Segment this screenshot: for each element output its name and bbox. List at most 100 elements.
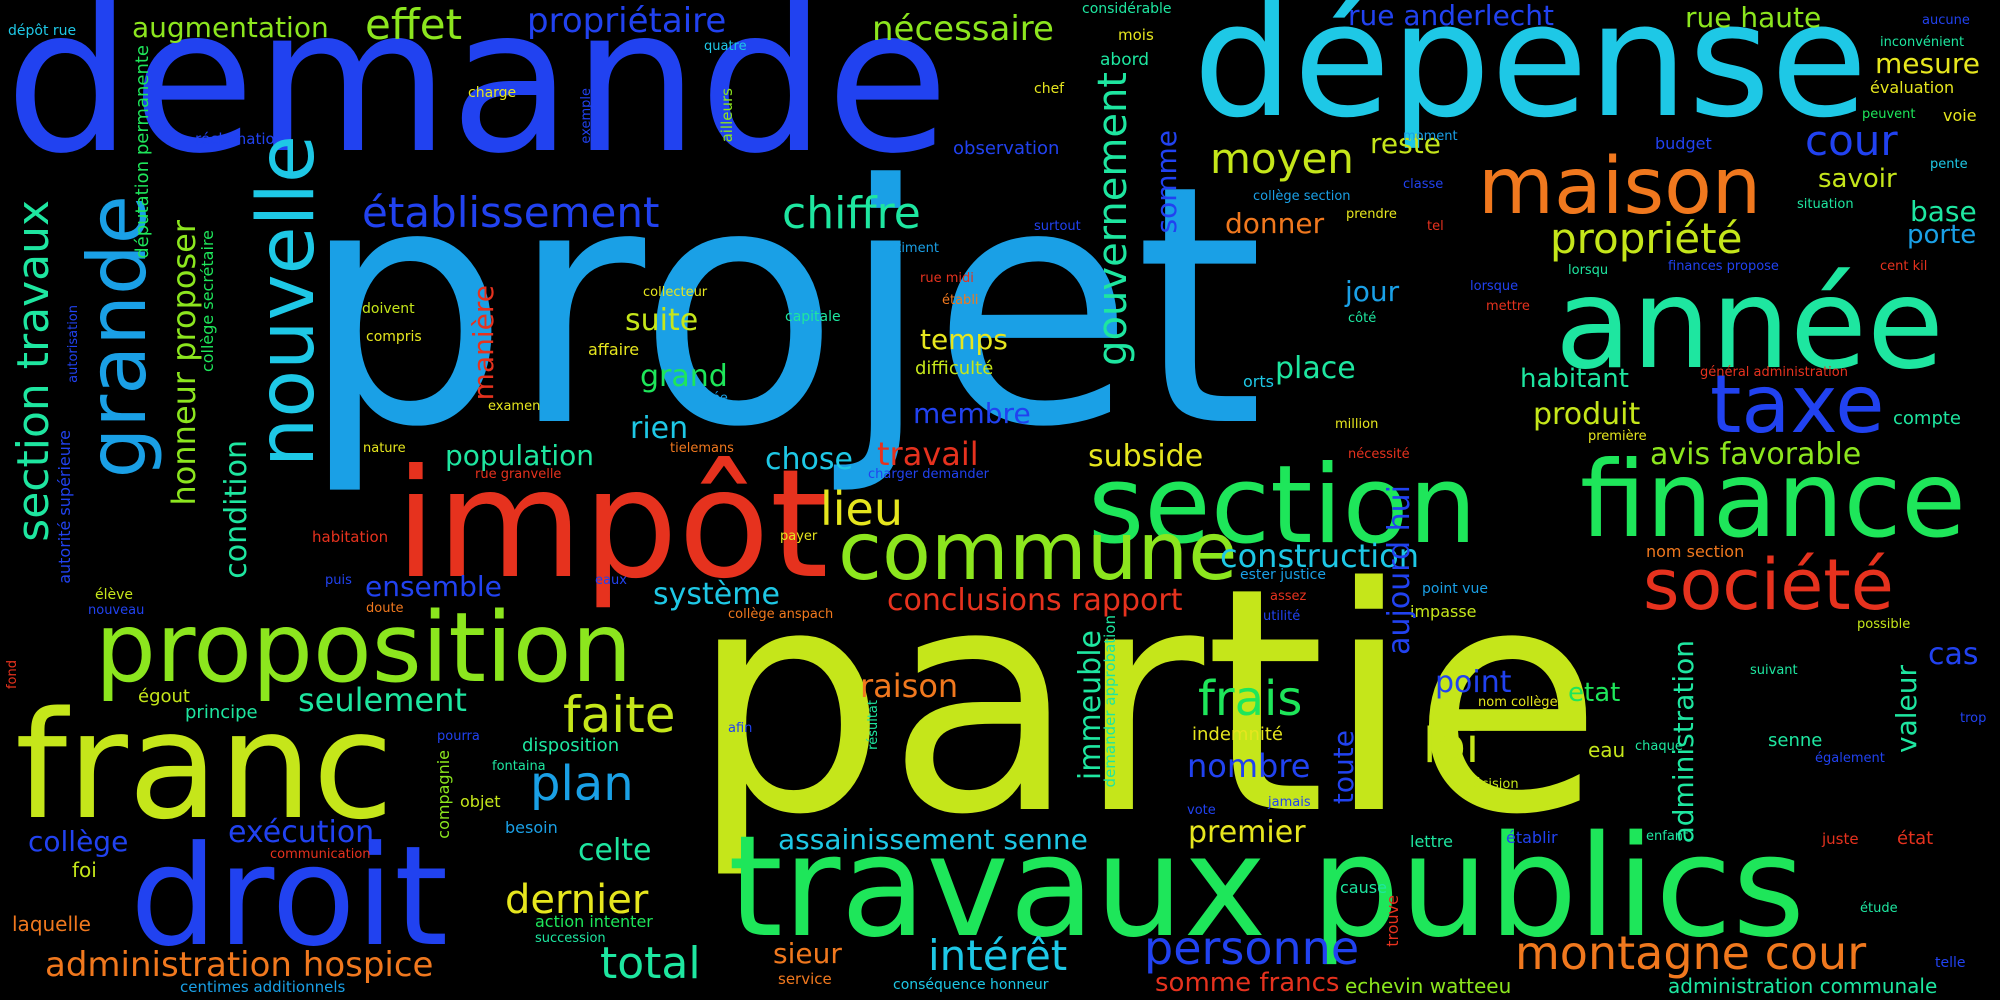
word-chiffre: chiffre bbox=[782, 188, 921, 239]
word-partie: partie bbox=[690, 522, 1603, 883]
word-interet: intérêt bbox=[928, 931, 1068, 980]
word-systeme: système bbox=[653, 577, 780, 612]
word-reste: reste bbox=[1370, 127, 1441, 160]
word-etat: etat bbox=[1568, 678, 1621, 708]
word-prendre: prendre bbox=[1346, 207, 1397, 222]
word-eleve: élève bbox=[95, 587, 134, 603]
word-college-anspach: collège anspach bbox=[728, 607, 834, 622]
word-considerable: considérable bbox=[1082, 1, 1172, 17]
word-fontaina: fontaina bbox=[492, 759, 546, 774]
word-peuvent: peuvent bbox=[1862, 107, 1916, 122]
word-deputation-permanente: députation permanente bbox=[132, 45, 153, 259]
word-celte: celte bbox=[578, 833, 652, 868]
word-necessite: nécessité bbox=[1348, 447, 1410, 462]
word-action-intenter: action intenter bbox=[535, 912, 653, 931]
word-idee: idée bbox=[700, 391, 728, 406]
word-gouvernement: gouvernement bbox=[1090, 72, 1136, 366]
word-raison: raison bbox=[860, 667, 959, 705]
word-mois: mois bbox=[1118, 26, 1154, 44]
word-possible: possible bbox=[1857, 617, 1911, 632]
word-difficulte: difficulté bbox=[915, 358, 994, 379]
word-aujourd-hui: aujourd hui bbox=[1382, 485, 1417, 655]
word-cote: côté bbox=[1348, 311, 1377, 326]
word-disposition: disposition bbox=[522, 735, 620, 756]
word-exemple: exemple bbox=[579, 88, 594, 144]
word-budget: budget bbox=[1655, 134, 1712, 153]
word-enfant: enfant bbox=[1646, 829, 1689, 844]
word-classe: classe bbox=[1403, 177, 1444, 192]
word-orts: orts bbox=[1243, 372, 1274, 391]
word-grand: grand bbox=[640, 359, 728, 394]
word-chaque: chaque bbox=[1635, 739, 1683, 754]
word-compris: compris bbox=[366, 329, 422, 345]
word-principe: principe bbox=[185, 702, 258, 723]
word-chef: chef bbox=[1034, 81, 1065, 97]
word-nouveau: nouveau bbox=[88, 603, 145, 618]
word-vote: vote bbox=[1187, 803, 1216, 818]
word-affaire: affaire bbox=[588, 340, 640, 359]
word-savoir: savoir bbox=[1818, 164, 1897, 194]
word-senne: senne bbox=[1768, 730, 1823, 751]
word-rue-anderlecht: rue anderlecht bbox=[1348, 0, 1554, 32]
word-impasse: impasse bbox=[1410, 602, 1477, 621]
word-sieur: sieur bbox=[773, 937, 842, 970]
word-moment: moment bbox=[1403, 129, 1458, 144]
word-batiment: bâtiment bbox=[880, 241, 939, 256]
word-charger-demander: charger demander bbox=[868, 467, 989, 482]
word-afin: afin bbox=[728, 721, 753, 736]
word-porte: porte bbox=[1907, 220, 1977, 250]
word-augmentation: augmentation bbox=[132, 11, 329, 44]
word-nature: nature bbox=[363, 441, 406, 456]
word-maison: maison bbox=[1478, 142, 1762, 232]
word-tel: tel bbox=[1427, 219, 1444, 234]
word-ester-justice: ester justice bbox=[1240, 567, 1326, 583]
word-base: base bbox=[1910, 195, 1977, 228]
word-besoin: besoin bbox=[505, 818, 558, 837]
word-annee: année bbox=[1555, 252, 1944, 397]
word-seulement: seulement bbox=[298, 681, 467, 719]
word-administration-hospice: administration hospice bbox=[45, 945, 434, 985]
word-travail: travail bbox=[877, 435, 979, 473]
word-premiere: première bbox=[1588, 429, 1647, 444]
word-pente: pente bbox=[1930, 157, 1968, 172]
word-college-section: collège section bbox=[1253, 189, 1351, 204]
word-maniere: manière bbox=[467, 285, 500, 401]
word-societe: société bbox=[1643, 544, 1894, 626]
word-ailleurs: ailleurs bbox=[718, 88, 736, 143]
word-habitation: habitation bbox=[312, 528, 389, 546]
word-egout: égout bbox=[138, 686, 190, 707]
word-cour: cour bbox=[1805, 116, 1898, 165]
word-somme-francs: somme francs bbox=[1155, 968, 1340, 998]
word-aucune: aucune bbox=[1922, 13, 1970, 28]
word-consequence-honneur: conséquence honneur bbox=[893, 977, 1049, 993]
word-eau: eau bbox=[1588, 738, 1626, 762]
word-travaux-publics: travaux publics bbox=[728, 806, 1806, 969]
word-tielemans: tielemans bbox=[670, 441, 734, 456]
word-ensemble: ensemble bbox=[365, 570, 502, 603]
word-impot: impôt bbox=[395, 438, 829, 612]
word-effet: effet bbox=[365, 0, 463, 49]
word-fond: fond bbox=[5, 660, 20, 690]
word-depot-rue: dépôt rue bbox=[8, 23, 77, 39]
word-mettre: mettre bbox=[1486, 299, 1530, 314]
word-nouvelle: nouvelle bbox=[242, 135, 332, 468]
word-payer: payer bbox=[780, 529, 818, 544]
word-echevin-watteeu: echevin watteeu bbox=[1345, 974, 1512, 998]
word-rue-haute: rue haute bbox=[1685, 1, 1822, 34]
word-evaluation: évaluation bbox=[1870, 78, 1955, 97]
word-personne: personne bbox=[1144, 921, 1360, 975]
word-egalement: également bbox=[1815, 751, 1885, 766]
word-etabli: établi bbox=[942, 293, 979, 308]
word-conclusions-rapport: conclusions rapport bbox=[887, 583, 1183, 618]
word-assainissement-senne: assainissement senne bbox=[778, 823, 1088, 856]
word-faite: faite bbox=[563, 686, 676, 744]
word-demander-approbation: demander approbation bbox=[1101, 615, 1119, 788]
word-plan: plan bbox=[530, 756, 634, 812]
word-necessaire: nécessaire bbox=[872, 9, 1054, 49]
word-dernier: dernier bbox=[505, 877, 649, 923]
word-administration-communale: administration communale bbox=[1668, 974, 1938, 998]
word-produit: produit bbox=[1533, 397, 1641, 432]
word-decision: décision bbox=[1465, 777, 1519, 792]
word-abord: abord bbox=[1100, 50, 1150, 70]
word-proprietaire: propriétaire bbox=[527, 1, 727, 41]
